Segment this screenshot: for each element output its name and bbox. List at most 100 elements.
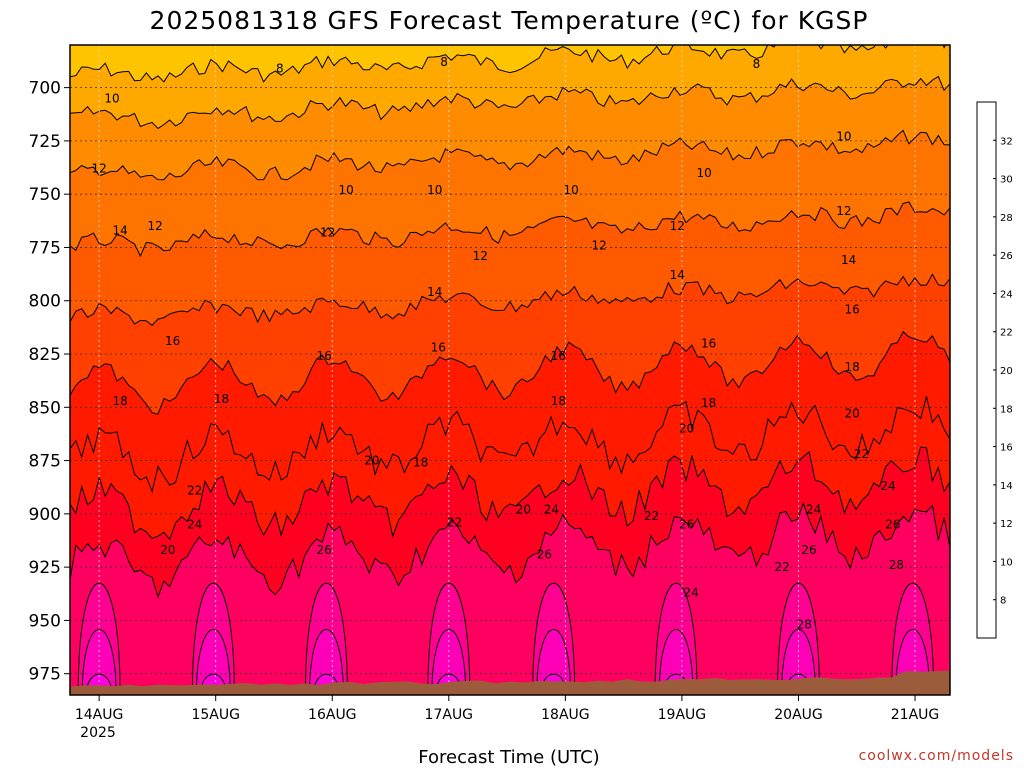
colorbar-tick-label-22: 22 <box>1000 328 1013 339</box>
warm-cores <box>77 582 935 695</box>
contour-label-10: 10 <box>564 183 579 197</box>
contour-label-22: 22 <box>187 483 202 497</box>
contour-label-22: 22 <box>854 447 869 461</box>
contour-label-22: 22 <box>644 509 659 523</box>
isotherm-18 <box>70 330 950 415</box>
contour-label-8: 8 <box>276 61 284 75</box>
isotherm-20 <box>70 396 950 494</box>
y-tick-label-875: 875 <box>29 452 61 472</box>
contour-label-18: 18 <box>844 360 859 374</box>
credit-text: coolwx.com/models <box>859 748 1014 764</box>
colorbar-tick-label-28: 28 <box>1000 213 1013 224</box>
y-tick-label-850: 850 <box>29 398 61 418</box>
colorbar-tick-label-24: 24 <box>1000 289 1013 300</box>
contour-label-24: 24 <box>806 503 821 517</box>
grid-lines <box>70 45 950 695</box>
colorbar-tick-label-8: 8 <box>1000 596 1006 607</box>
plot-frame <box>69 44 951 696</box>
contour-label-20: 20 <box>364 454 379 468</box>
isotherm-lines <box>70 45 950 599</box>
contour-labels: 8 8 8 10 10 10 10 10 10 12 12 12 12 12 12 12 14 14 14 14 16 1… <box>91 55 904 632</box>
contour-label-26: 26 <box>885 518 900 532</box>
isotherm-10 <box>70 75 950 130</box>
x-tick-label-15AUG: 15AUG <box>191 707 240 723</box>
x-tick-label-21AUG: 21AUG <box>891 707 940 723</box>
contour-label-12: 12 <box>670 219 685 233</box>
contour-label-18: 18 <box>413 456 428 470</box>
y-tick-label-975: 975 <box>29 665 61 685</box>
contour-label-12: 12 <box>473 249 488 263</box>
contour-label-24: 24 <box>544 503 559 517</box>
contour-label-10: 10 <box>696 166 711 180</box>
colorbar: 8 10 12 14 16 18 20 22 24 26 28 30 32 <box>976 101 1013 639</box>
contour-label-16: 16 <box>701 336 716 350</box>
contour-label-26: 26 <box>801 543 816 557</box>
contour-label-20: 20 <box>516 503 531 517</box>
contour-label-12: 12 <box>836 204 851 218</box>
contour-label-22: 22 <box>775 560 790 574</box>
y-tick-label-775: 775 <box>29 238 61 258</box>
colorbar-tick-label-12: 12 <box>1000 519 1013 530</box>
y-tick-label-900: 900 <box>29 505 61 525</box>
colorbar-tick-label-14: 14 <box>1000 481 1013 492</box>
isotherm-22 <box>70 446 950 541</box>
colorbar-tick-label-32: 32 <box>1000 136 1013 147</box>
contour-label-16: 16 <box>551 349 566 363</box>
ground-surface <box>70 670 950 695</box>
isotherm-24 <box>70 501 950 599</box>
y-tick-label-700: 700 <box>29 79 61 99</box>
colorbar-tick-label-16: 16 <box>1000 443 1013 454</box>
contour-label-26: 26 <box>679 518 694 532</box>
contour-label-18: 18 <box>112 394 127 408</box>
colorbar-tick-label-18: 18 <box>1000 404 1013 415</box>
contour-label-12: 12 <box>91 162 106 176</box>
contour-label-20: 20 <box>160 543 175 557</box>
contour-label-14: 14 <box>112 223 127 237</box>
contour-label-12: 12 <box>320 226 335 240</box>
x-axis: 14AUG 15AUG 16AUG 17AUG 18AUG 19AUG 20AUG 21AUG <box>75 695 939 723</box>
contour-label-16: 16 <box>431 341 446 355</box>
contour-label-8: 8 <box>753 57 761 71</box>
isotherm-12 <box>70 129 950 181</box>
contour-label-18: 18 <box>551 394 566 408</box>
chart-title: 2025081318 GFS Forecast Temperature (ºC)… <box>150 6 869 35</box>
contour-label-18: 18 <box>701 396 716 410</box>
x-tick-label-16AUG: 16AUG <box>308 707 357 723</box>
contour-label-14: 14 <box>841 253 856 267</box>
isotherm-14 <box>70 201 950 258</box>
contour-label-28: 28 <box>797 618 812 632</box>
x-tick-label-17AUG: 17AUG <box>425 707 474 723</box>
contour-label-10: 10 <box>836 130 851 144</box>
contour-label-28: 28 <box>889 558 904 572</box>
colorbar-tick-label-10: 10 <box>1000 557 1013 568</box>
plot-area <box>70 45 950 695</box>
contour-label-20: 20 <box>679 422 694 436</box>
y-axis: 700 725 750 775 800 825 850 875 900 925 950 975 <box>29 79 70 685</box>
y-tick-label-825: 825 <box>29 345 61 365</box>
y-tick-label-750: 750 <box>29 185 61 205</box>
contour-label-22: 22 <box>447 515 462 529</box>
contour-label-14: 14 <box>427 285 442 299</box>
contour-label-16: 16 <box>316 349 331 363</box>
x-tick-label-19AUG: 19AUG <box>658 707 707 723</box>
band-24 <box>70 503 950 695</box>
contour-label-16: 16 <box>844 302 859 316</box>
x-axis-title: Forecast Time (UTC) <box>418 747 599 768</box>
temperature-bands <box>70 45 950 695</box>
contour-label-18: 18 <box>214 392 229 406</box>
isotherm-16 <box>70 273 950 326</box>
contour-label-16: 16 <box>165 334 180 348</box>
x-tick-label-20AUG: 20AUG <box>774 707 823 723</box>
contour-label-10: 10 <box>427 183 442 197</box>
contour-label-10: 10 <box>104 91 119 105</box>
contour-label-24: 24 <box>187 518 202 532</box>
contour-label-26: 26 <box>537 547 552 561</box>
contour-label-26: 26 <box>316 543 331 557</box>
contour-label-10: 10 <box>339 183 354 197</box>
contour-label-24: 24 <box>881 479 896 493</box>
y-tick-label-725: 725 <box>29 132 61 152</box>
contour-label-12: 12 <box>147 219 162 233</box>
x-tick-label-14AUG: 14AUG <box>75 707 124 723</box>
contour-label-12: 12 <box>592 238 607 252</box>
